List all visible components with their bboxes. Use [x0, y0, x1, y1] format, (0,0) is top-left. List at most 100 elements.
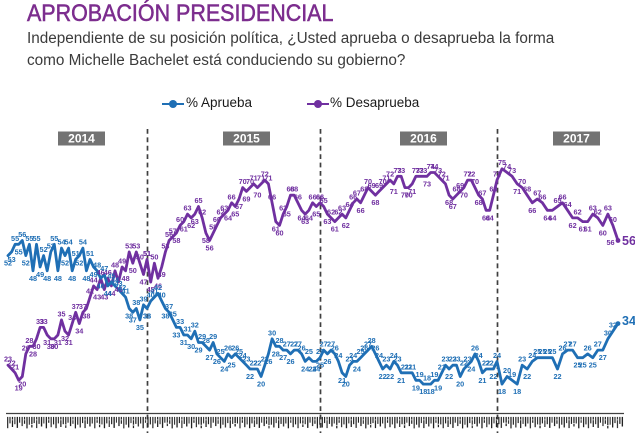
svg-text:70: 70: [253, 191, 261, 200]
svg-text:25: 25: [589, 361, 597, 370]
svg-text:20: 20: [18, 380, 26, 389]
svg-text:37: 37: [165, 302, 173, 311]
svg-text:54: 54: [79, 238, 88, 247]
svg-text:67: 67: [235, 202, 243, 211]
svg-text:24: 24: [334, 351, 343, 360]
svg-text:49: 49: [90, 270, 98, 279]
svg-text:22: 22: [8, 359, 16, 368]
svg-text:52: 52: [61, 259, 69, 268]
svg-text:73: 73: [423, 179, 431, 188]
svg-text:23: 23: [261, 355, 269, 364]
svg-text:58: 58: [172, 236, 180, 245]
svg-text:26: 26: [471, 343, 479, 352]
svg-text:20: 20: [257, 380, 265, 389]
svg-text:23: 23: [393, 355, 401, 364]
svg-text:29: 29: [209, 332, 217, 341]
svg-text:20: 20: [456, 380, 464, 389]
svg-text:31: 31: [180, 338, 188, 347]
svg-text:24: 24: [349, 351, 358, 360]
svg-text:48: 48: [82, 274, 90, 283]
svg-text:70: 70: [401, 191, 409, 200]
svg-text:69: 69: [456, 181, 464, 190]
svg-text:53: 53: [8, 255, 16, 264]
svg-text:56: 56: [622, 234, 635, 248]
svg-text:22: 22: [379, 372, 387, 381]
svg-text:33: 33: [36, 317, 44, 326]
svg-text:28: 28: [368, 336, 376, 345]
svg-text:22: 22: [486, 359, 494, 368]
svg-text:22: 22: [445, 372, 453, 381]
svg-text:26: 26: [360, 343, 368, 352]
svg-text:22: 22: [553, 372, 561, 381]
svg-text:55: 55: [32, 234, 40, 243]
svg-text:70: 70: [246, 177, 254, 186]
svg-text:62: 62: [569, 221, 577, 230]
svg-text:27: 27: [594, 340, 602, 349]
svg-text:70: 70: [364, 177, 372, 186]
svg-text:46: 46: [104, 268, 112, 277]
svg-text:23: 23: [452, 355, 460, 364]
svg-text:60: 60: [599, 228, 607, 237]
svg-text:71: 71: [382, 173, 390, 182]
svg-text:52: 52: [4, 259, 12, 268]
svg-text:65: 65: [553, 196, 561, 205]
svg-text:26: 26: [286, 357, 294, 366]
svg-text:20: 20: [503, 366, 511, 375]
svg-text:34: 34: [622, 314, 635, 328]
svg-text:45: 45: [107, 272, 115, 281]
svg-text:66: 66: [558, 192, 566, 201]
svg-text:68: 68: [523, 185, 531, 194]
svg-text:66: 66: [309, 192, 317, 201]
svg-text:64: 64: [543, 213, 552, 222]
svg-text:25: 25: [548, 347, 556, 356]
svg-text:26: 26: [584, 343, 592, 352]
svg-text:48: 48: [111, 260, 119, 269]
svg-text:69: 69: [368, 181, 376, 190]
svg-text:27: 27: [569, 340, 577, 349]
svg-text:53: 53: [132, 241, 140, 250]
svg-text:25: 25: [305, 347, 313, 356]
svg-text:26: 26: [371, 343, 379, 352]
svg-text:73: 73: [412, 166, 420, 175]
svg-text:26: 26: [231, 343, 239, 352]
svg-text:65: 65: [312, 210, 320, 219]
svg-text:48: 48: [54, 274, 62, 283]
svg-text:63: 63: [589, 204, 597, 213]
svg-text:30: 30: [47, 342, 55, 351]
svg-text:54: 54: [57, 238, 66, 247]
svg-text:30: 30: [50, 342, 58, 351]
svg-text:30: 30: [32, 342, 40, 351]
svg-text:24: 24: [475, 351, 484, 360]
svg-text:66: 66: [357, 206, 365, 215]
svg-text:68: 68: [290, 185, 298, 194]
svg-text:74: 74: [503, 162, 512, 171]
svg-text:64: 64: [486, 213, 495, 222]
svg-text:71: 71: [264, 173, 272, 182]
svg-text:63: 63: [220, 204, 228, 213]
svg-text:24: 24: [375, 351, 384, 360]
svg-text:25: 25: [533, 347, 541, 356]
svg-text:35: 35: [136, 323, 144, 332]
svg-text:64: 64: [564, 200, 573, 209]
svg-text:23: 23: [242, 355, 250, 364]
svg-text:51: 51: [143, 249, 151, 258]
svg-text:2014: 2014: [68, 132, 95, 146]
svg-text:65: 65: [320, 196, 328, 205]
svg-text:72: 72: [467, 170, 475, 179]
svg-text:64: 64: [548, 213, 557, 222]
svg-text:71: 71: [441, 173, 449, 182]
svg-text:50: 50: [136, 253, 144, 262]
svg-text:48: 48: [43, 274, 51, 283]
svg-text:73: 73: [508, 166, 516, 175]
svg-text:62: 62: [334, 207, 342, 216]
svg-text:25: 25: [579, 361, 587, 370]
svg-text:23: 23: [4, 355, 12, 364]
svg-text:52: 52: [75, 259, 83, 268]
svg-text:43: 43: [93, 293, 101, 302]
svg-text:22: 22: [460, 359, 468, 368]
svg-text:30: 30: [268, 328, 276, 337]
svg-text:31: 31: [183, 325, 191, 334]
svg-text:37: 37: [72, 302, 80, 311]
svg-text:18: 18: [498, 387, 506, 396]
svg-text:71: 71: [513, 187, 521, 196]
